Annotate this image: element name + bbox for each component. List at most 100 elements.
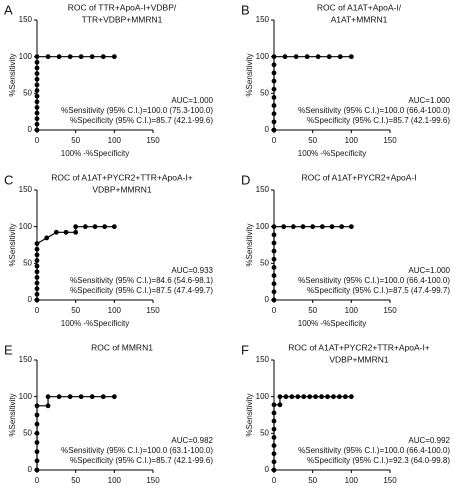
annotation: AUC=1.000 [171,96,213,105]
y-tick-label: 0 [265,295,270,304]
annotation: %Sensitivity (95% C.I.)=100.0 (66.4-100.… [298,276,450,285]
roc-point [271,54,277,60]
y-axis-label: %Sensitivity [8,223,17,266]
roc-point [34,430,40,436]
roc-point [34,116,40,122]
x-tick-label: 50 [71,476,80,485]
panel-label: F [241,342,249,357]
roc-point [89,54,95,60]
roc-point [271,224,277,230]
roc-point [34,127,40,133]
roc-point [100,54,106,60]
annotation: AUC=0.992 [408,436,450,445]
y-axis-label: %Sensitivity [245,223,254,266]
chart-title: A1AT+MMRN1 [331,14,388,24]
roc-point [289,394,295,400]
y-tick-label: 0 [265,125,270,134]
y-axis-label: %Sensitivity [8,393,17,436]
roc-point [271,426,277,432]
roc-point [271,248,277,254]
roc-point [34,275,40,280]
roc-point [271,435,277,440]
roc-point [281,224,287,230]
roc-point [315,54,321,60]
roc-point [111,394,117,400]
roc-point [313,394,319,400]
annotation: AUC=0.933 [171,266,213,275]
roc-point [34,421,40,427]
x-tick-label: 150 [146,476,160,485]
roc-point [34,286,40,292]
roc-point [271,265,277,270]
roc-point [67,54,73,60]
roc-point [271,86,277,92]
annotation: %Specificity (95% C.I.)=85.7 (42.1-99.6) [307,116,450,125]
x-axis-label: 100% -%Specificity [298,319,366,328]
roc-point [271,95,277,100]
roc-point [271,410,277,416]
roc-point [34,263,40,269]
roc-point [271,281,277,287]
roc-point [310,224,316,230]
roc-point [82,224,88,230]
x-tick-label: 0 [35,136,40,145]
x-tick-label: 150 [146,306,160,315]
x-tick-label: 50 [308,476,317,485]
roc-point [329,224,335,230]
y-tick-label: 150 [256,185,270,194]
annotation: %Specificity (95% C.I.)=85.7 (42.1-99.6) [70,116,213,125]
y-axis-label: %Sensitivity [8,53,17,96]
roc-point [34,54,40,60]
chart-title: ROC of A1AT+PYCR2+TTR+ApoA-I+ [51,172,193,182]
annotation: %Specificity (95% C.I.)=85.7 (42.1-99.6) [70,456,213,465]
y-axis-label: %Sensitivity [245,53,254,96]
roc-point [34,88,40,93]
y-tick-label: 150 [256,355,270,364]
x-tick-label: 0 [272,476,277,485]
annotation: %Specificity (95% C.I.)=92.3 (64.0-99.8) [307,456,450,465]
y-tick-label: 50 [260,428,269,437]
roc-point [73,229,79,235]
roc-point [34,241,40,247]
roc-point [342,394,348,400]
roc-point [337,54,343,60]
roc-point [44,235,50,241]
annotation: %Specificity (95% C.I.)=87.5 (47.4-99.7) [307,286,450,295]
y-tick-label: 100 [256,392,270,401]
roc-point [319,394,324,400]
x-tick-label: 150 [146,136,160,145]
roc-point [34,458,40,464]
y-tick-label: 100 [256,222,270,231]
roc-point [271,111,277,117]
roc-point [271,289,277,295]
roc-point [34,467,40,473]
roc-point [92,224,98,230]
x-tick-label: 50 [71,136,80,145]
roc-point [277,402,283,408]
y-tick-label: 0 [28,125,33,134]
roc-point [89,394,95,400]
roc-point [339,224,345,230]
roc-point [34,99,40,105]
chart-title: ROC of A1AT+PYCR2+ApoA-I [301,172,416,182]
roc-point [301,394,307,400]
x-axis-label: 100% -%Specificity [298,149,366,158]
roc-point [34,269,40,275]
roc-point [271,119,277,125]
y-tick-label: 0 [265,465,270,474]
roc-point [34,280,40,286]
roc-point [34,110,40,116]
roc-point [348,54,354,60]
roc-point [34,76,40,82]
roc-point [271,70,277,76]
y-tick-label: 0 [28,295,33,304]
roc-point [282,54,288,60]
roc-point [73,224,79,230]
roc-point [300,224,306,230]
chart-title: ROC of TTR+ApoA-I+VDBP/ [68,2,177,12]
roc-point [34,246,40,252]
annotation: %Sensitivity (95% C.I.)=84.6 (54.6-98.1) [70,276,213,285]
roc-point [271,240,277,246]
annotation: %Sensitivity (95% C.I.)=100.0 (66.4-100.… [298,106,450,115]
x-tick-label: 0 [272,306,277,315]
